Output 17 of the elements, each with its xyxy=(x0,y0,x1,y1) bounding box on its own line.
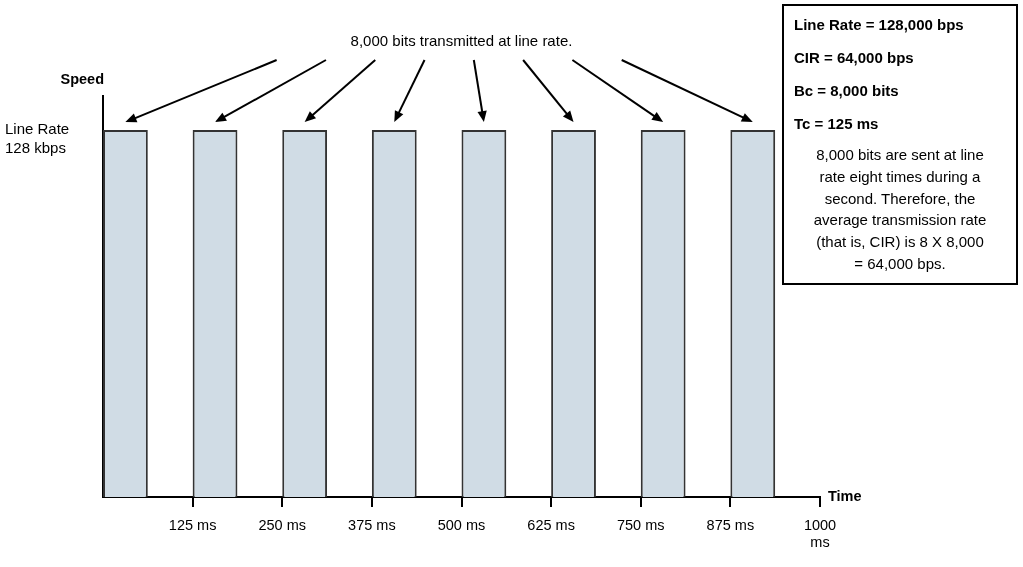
x-tick-label: 125 ms xyxy=(168,516,217,533)
x-axis-title: Time xyxy=(828,488,862,504)
x-tick-label: 375 ms xyxy=(348,516,396,533)
text: 8,000 bits transmitted at line rate. xyxy=(350,32,573,50)
text: CIR = 64,000 bps xyxy=(793,48,915,68)
text: Bc = 8,000 bits xyxy=(793,81,900,101)
x-tick-label: 500 ms xyxy=(437,516,486,533)
x-tick-label: 750 ms xyxy=(616,516,665,533)
text: Line Rate 128 kbps xyxy=(5,120,70,157)
annotation: 8,000 bits are sent at line rate eight times during a second. Therefore, the average transmission rate (that is, CIR) is 8 X 8,000 = 64,000 bps. xyxy=(812,145,988,274)
x-tick-label: 875 ms xyxy=(706,516,755,533)
y-axis-title: Speed xyxy=(60,71,104,87)
x-tick-label: 250 ms xyxy=(258,516,307,533)
text: Tc = 125 ms xyxy=(793,114,880,134)
x-tick-label: 1000 ms xyxy=(803,516,837,551)
text: Line Rate = 128,000 bps xyxy=(793,15,965,35)
x-tick-label: 625 ms xyxy=(527,516,575,533)
